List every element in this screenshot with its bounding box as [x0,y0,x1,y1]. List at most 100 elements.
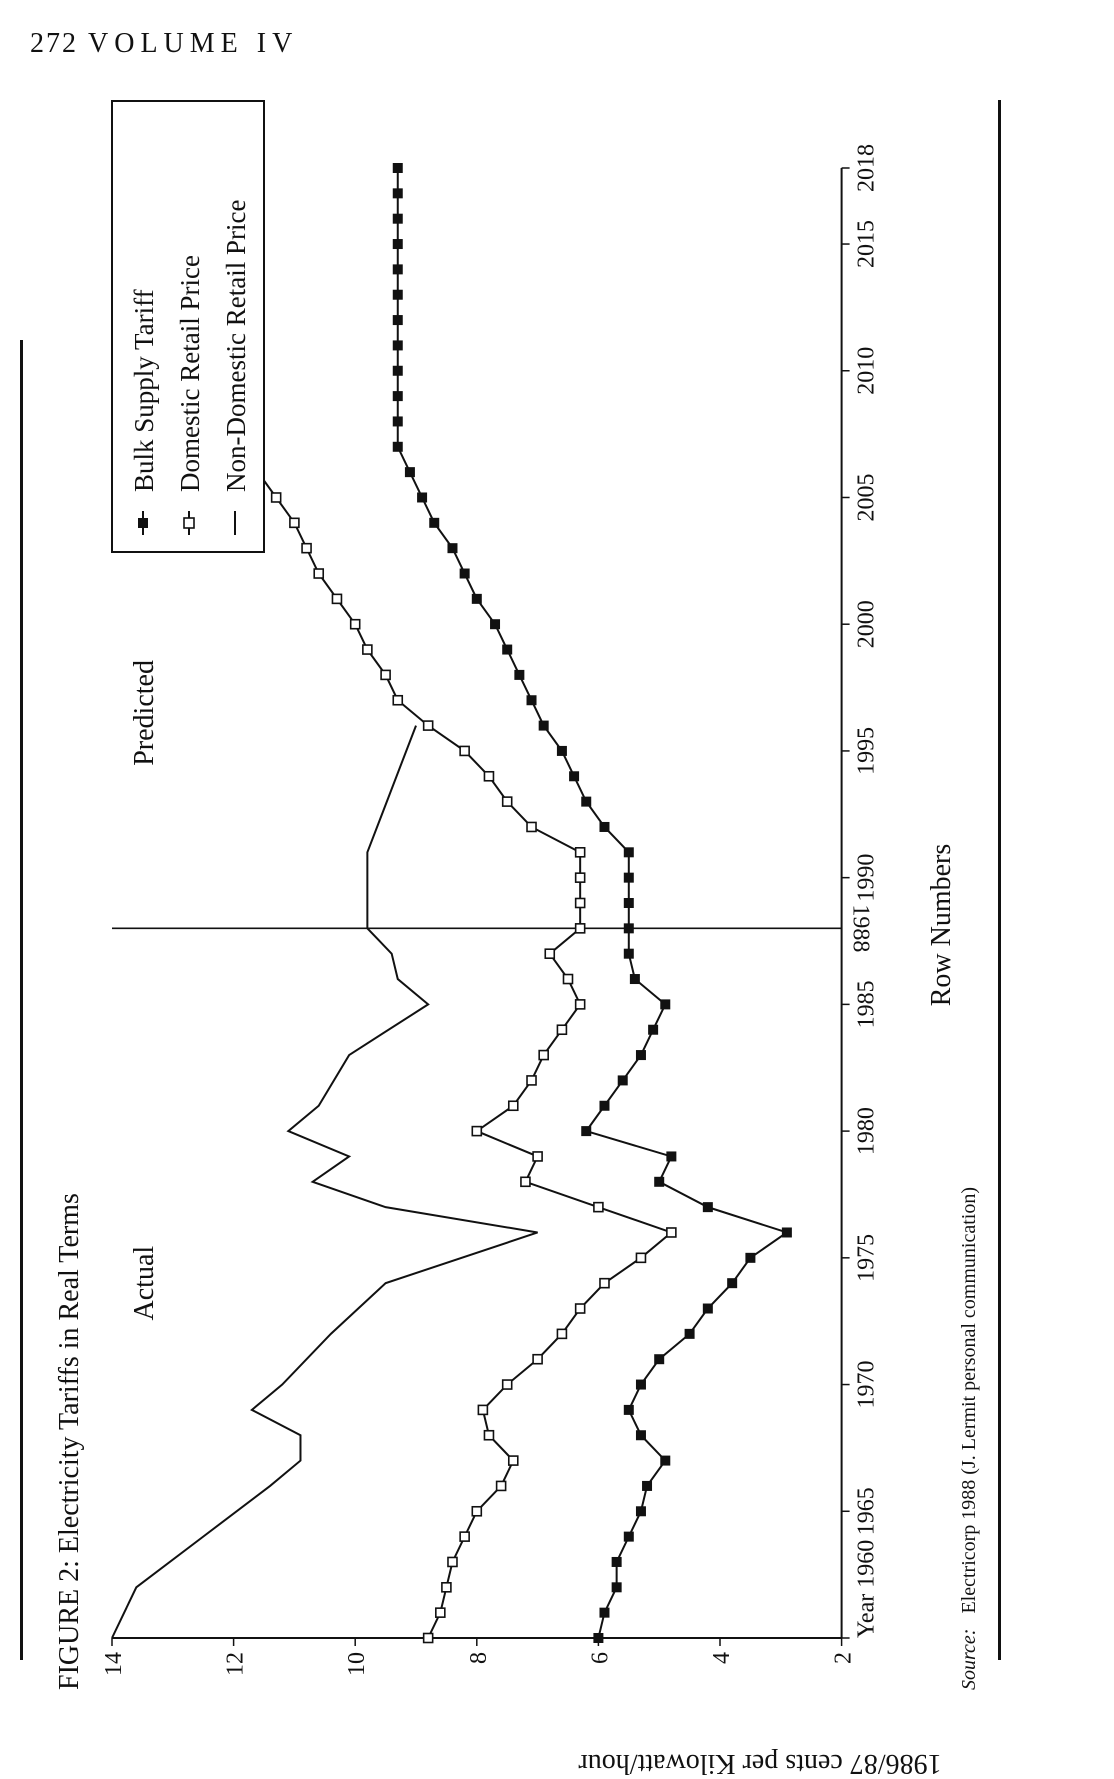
point-domestic-2001 [331,593,343,605]
x-tick-label-1970: 1970 [854,1361,880,1409]
point-bulk-1994 [569,771,580,782]
point-bulk-1963 [611,1556,622,1567]
point-bulk-2009 [392,391,403,402]
point-domestic-1996 [422,720,434,731]
legend-label-bulk: Bulk Supply Tariff [129,289,159,492]
point-bulk-1988 [623,923,634,934]
point-bulk-1969 [623,1404,634,1415]
point-domestic-1983 [538,1049,549,1061]
point-domestic-1981 [507,1100,519,1112]
point-domestic-1984 [556,1024,568,1036]
x-tick-label-1975: 1975 [854,1234,880,1282]
y-tick-label-6: 6 [587,1652,613,1664]
point-domestic-2000 [349,618,361,630]
point-domestic-1995 [459,745,470,757]
point-bulk-1982 [617,1075,628,1086]
legend-box [111,100,265,553]
y-tick-label-2: 2 [831,1652,857,1664]
x-tick-label-1990: 1990 [854,854,880,902]
point-bulk-1981 [599,1100,610,1111]
point-domestic-1982 [526,1075,537,1086]
y-tick-label-14: 14 [101,1652,127,1676]
point-domestic-1967 [507,1455,519,1466]
point-bulk-2008 [392,416,403,427]
point-bulk-1986 [629,974,640,985]
legend: Bulk Supply Tariff Domestic Retail Price… [111,100,265,553]
x-tick-label-1960: Year 1960 [854,1540,880,1638]
point-domestic-2003 [301,542,312,554]
point-bulk-2017 [392,188,403,199]
point-domestic-1993 [501,796,513,807]
legend-entry-non-domestic: Non-Domestic Retail Price [221,200,251,535]
region-label-actual: Actual [129,1246,160,1321]
point-bulk-1995 [556,745,567,756]
point-bulk-1978 [654,1176,665,1187]
region-label-predicted: Predicted [129,660,160,766]
plot-area: Year 1960 1965 1970 1975 1980 1985 1990 1995 200… [101,144,880,1676]
point-bulk-1977 [702,1202,713,1213]
source-label: Source: [958,1629,980,1690]
y-tick-label-12: 12 [223,1652,249,1676]
legend-entry-domestic: Domestic Retail Price [175,255,205,535]
point-bulk-2003 [447,543,458,554]
point-domestic-1997 [392,694,404,706]
point-domestic-1963 [447,1556,458,1568]
y-tick-label-10: 10 [344,1652,370,1676]
point-domestic-1999 [362,644,373,655]
point-bulk-1967 [660,1455,671,1466]
point-bulk-1961 [599,1607,610,1618]
point-bulk-1992 [599,821,610,832]
point-domestic-1971 [532,1353,543,1365]
point-domestic-1979 [532,1151,543,1162]
point-bulk-1960 [593,1633,604,1643]
point-domestic-1988 [574,923,586,934]
point-bulk-1972 [684,1328,695,1339]
point-bulk-1979 [666,1151,677,1162]
point-domestic-1978 [520,1176,531,1188]
x-tick-label-1985: 1985 [854,980,880,1028]
point-bulk-1962 [611,1582,622,1593]
x-tick-label-2005: 2005 [854,473,880,521]
point-domestic-1989 [574,897,586,909]
point-domestic-1974 [599,1277,610,1289]
point-domestic-1985 [574,999,586,1010]
point-bulk-1990 [623,872,634,883]
point-domestic-1976 [666,1227,677,1238]
point-bulk-1984 [648,1024,659,1035]
point-bulk-1973 [702,1303,713,1314]
point-bulk-2015 [392,239,403,250]
point-domestic-1964 [459,1531,470,1542]
x-tick-label-2015: 2015 [854,220,880,268]
point-bulk-1976 [781,1227,792,1238]
point-bulk-2000 [490,619,501,630]
point-domestic-2005 [270,492,282,503]
point-domestic-1987 [544,948,556,959]
point-bulk-2010 [392,365,403,376]
point-domestic-1992 [526,821,537,833]
point-domestic-1961 [435,1607,446,1618]
point-bulk-2018 [392,163,403,173]
point-bulk-1974 [727,1278,738,1289]
point-bulk-1966 [642,1480,653,1491]
right-rule [998,100,1001,1660]
point-domestic-1970 [501,1379,513,1390]
y-tick-label-4: 4 [709,1652,735,1664]
point-bulk-2012 [392,315,403,326]
volume-label: VOLUME IV [88,28,299,59]
point-domestic-1991 [574,847,586,858]
legend-label-non-domestic: Non-Domestic Retail Price [221,200,251,492]
point-bulk-1996 [538,720,549,731]
point-bulk-2007 [392,441,403,452]
point-bulk-1993 [581,796,592,807]
point-domestic-1994 [483,770,495,782]
point-bulk-1991 [623,847,634,858]
point-bulk-1989 [623,898,634,908]
point-bulk-2001 [471,593,482,604]
point-bulk-2006 [404,467,415,478]
source-note: Source: Electricorp 1988 (J. Lermit pers… [958,1187,980,1690]
series-line-domestic [238,168,674,1639]
point-bulk-1987 [623,948,634,959]
point-domestic-1966 [495,1480,507,1492]
legend-label-domestic: Domestic Retail Price [175,255,205,492]
x-tick-label-1995: 1995 [854,727,880,775]
